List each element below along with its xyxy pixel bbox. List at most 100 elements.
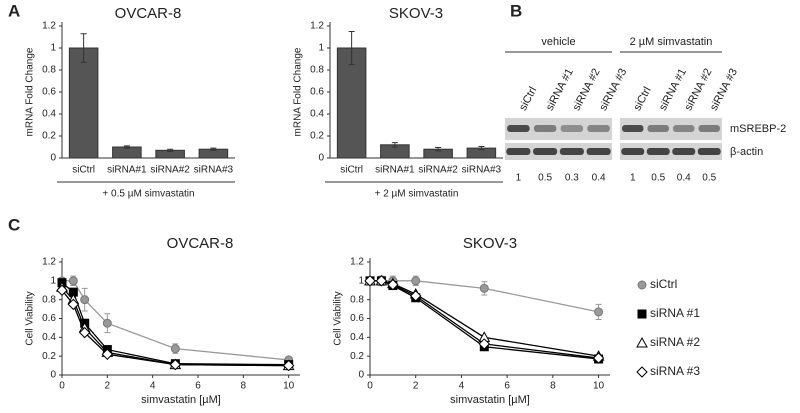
y-tick-label: 0.6 (310, 87, 324, 98)
error-bar (123, 145, 130, 149)
point (282, 359, 295, 372)
y-tick-label: 1.2 (350, 257, 364, 268)
chart-title: SKOV-3 (463, 235, 517, 252)
y-tick-label: 0 (318, 153, 324, 164)
x-tick-label: 6 (504, 381, 510, 392)
blot-background (505, 118, 612, 140)
error-bar (348, 31, 355, 65)
x-tick-label: siCtrl (72, 165, 95, 176)
x-tick-label: 10 (283, 381, 295, 392)
panel-label: B (510, 1, 522, 20)
y-tick-label: 1 (50, 43, 56, 54)
y-tick-label: 0 (50, 370, 56, 381)
point (101, 348, 114, 360)
group-label: vehicle (541, 36, 575, 48)
x-tick-label: 0 (367, 381, 373, 392)
y-tick-label: 1.2 (42, 21, 56, 32)
point (387, 278, 399, 291)
point (80, 295, 90, 305)
quant-label: 0.3 (565, 173, 579, 184)
panel-label: C (8, 215, 20, 234)
y-axis-label: Cell Viability (333, 291, 344, 345)
actin-band (559, 148, 584, 155)
bar (336, 47, 367, 159)
y-tick-label: 0.4 (42, 332, 56, 343)
error-bar (391, 142, 398, 148)
point (411, 276, 421, 286)
error-bar (478, 145, 485, 151)
quant-label: 0.5 (702, 173, 716, 184)
error-bar (80, 33, 87, 63)
lane-label: siCtrl (517, 85, 539, 113)
y-tick-label: 0.4 (350, 332, 364, 343)
y-tick-label: 1 (50, 275, 56, 286)
error-bar (435, 147, 442, 152)
quant-label: 0.5 (538, 173, 552, 184)
x-axis-label: + 0.5 µM simvastatin (102, 189, 194, 200)
x-tick-label: siCtrl (340, 165, 363, 176)
series-line (61, 289, 289, 367)
actin-band (672, 148, 696, 155)
band (673, 125, 695, 132)
legend-marker (636, 336, 648, 348)
y-tick-label: 0.2 (310, 131, 324, 142)
point (364, 275, 376, 287)
y-tick-label: 0.8 (350, 294, 364, 305)
legend-label: siCtrl (650, 277, 677, 291)
y-tick-label: 0.8 (42, 294, 56, 305)
band (587, 125, 610, 132)
point (592, 352, 605, 364)
y-tick-label: 0.6 (42, 313, 56, 324)
quant-label: 0.4 (677, 173, 691, 184)
x-axis-label: simvastatin [µM] (141, 394, 221, 406)
band-label: mSREBP-2 (730, 123, 786, 135)
y-axis-label: Cell Viability (25, 291, 36, 345)
x-tick-label: 4 (459, 381, 465, 392)
x-tick-label: siRNA#1 (375, 165, 415, 176)
y-tick-label: 0.2 (42, 131, 56, 142)
y-tick-label: 1.2 (310, 21, 324, 32)
point (68, 276, 78, 286)
x-tick-label: 2 (413, 381, 419, 392)
quant-label: 0.4 (592, 173, 606, 184)
y-tick-label: 1 (318, 43, 324, 54)
band (507, 125, 530, 132)
band (533, 125, 557, 132)
quant-label: 1 (516, 173, 522, 184)
band (622, 125, 644, 132)
actin-band (506, 148, 531, 155)
point (169, 358, 182, 371)
chart-title: OVCAR-8 (167, 235, 234, 252)
x-tick-label: siRNA#3 (194, 165, 234, 176)
error-bar (167, 148, 174, 152)
point (479, 283, 489, 293)
x-tick-label: 6 (195, 381, 201, 392)
bar (68, 47, 99, 159)
x-tick-label: 4 (150, 381, 156, 392)
actin-band (621, 148, 645, 155)
point (170, 344, 180, 354)
point (478, 338, 490, 350)
error-bar (210, 147, 217, 151)
legend-label: siRNA #3 (650, 364, 700, 378)
point (102, 318, 112, 328)
point (375, 275, 388, 287)
group-label: 2 µM simvastatin (630, 36, 713, 48)
series-line (61, 286, 289, 367)
y-tick-label: 0.4 (42, 109, 56, 120)
x-axis-label: simvastatin [µM] (450, 394, 530, 406)
x-axis-label: + 2 µM simvastatin (375, 189, 459, 200)
point (594, 307, 604, 317)
chart-title: SKOV-3 (389, 5, 443, 22)
legend-marker (636, 366, 648, 378)
y-tick-label: 0.6 (350, 313, 364, 324)
y-tick-label: 0 (358, 370, 364, 381)
bar (112, 146, 142, 159)
y-axis-label: mRNA Fold Change (293, 47, 304, 136)
panel-label: A (8, 1, 20, 20)
x-tick-label: siRNA#2 (150, 165, 190, 176)
x-tick-label: 8 (550, 381, 556, 392)
lane-label: siCtrl (631, 85, 653, 113)
x-tick-label: 0 (59, 381, 65, 392)
chart-title: OVCAR-8 (115, 5, 182, 22)
